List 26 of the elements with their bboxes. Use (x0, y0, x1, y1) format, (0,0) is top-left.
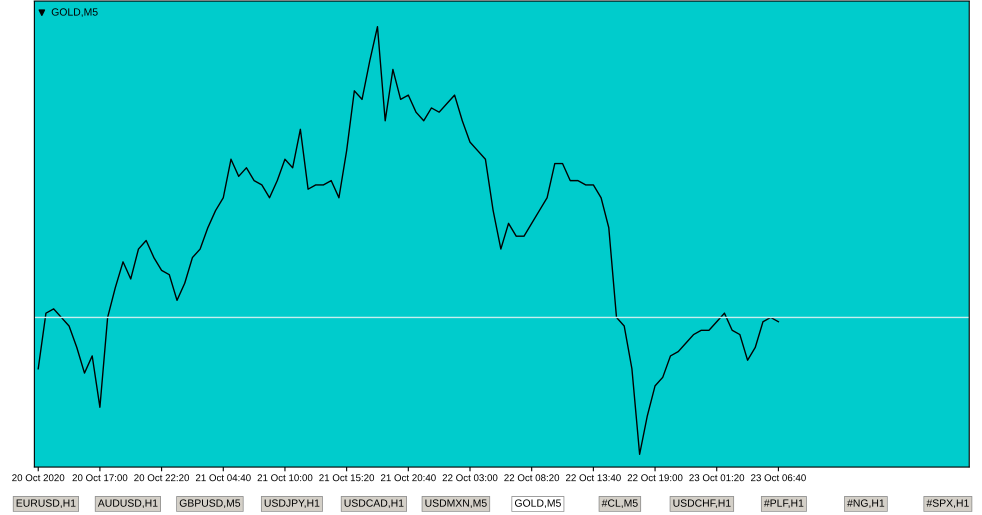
text: #CL,M5 (602, 499, 638, 508)
x-tick-label: 22 Oct 03:00 (442, 474, 498, 482)
chart-title: GOLD,M5 (52, 8, 98, 17)
text: AUDUSD,H1 (98, 499, 158, 508)
x-tick-label: 22 Oct 19:00 (628, 474, 682, 482)
x-tick-label: 22 Oct 13:40 (566, 474, 621, 482)
x-tick-label: 20 Oct 17:00 (72, 474, 128, 482)
text: #SPX,H1 (926, 499, 969, 508)
text: #NG,H1 (847, 499, 884, 508)
x-tick-label: 20 Oct 2020 (12, 474, 64, 482)
text: #PLF,H1 (764, 499, 804, 508)
text: USDCHF,H1 (673, 499, 731, 508)
x-tick-label: 23 Oct 01:20 (689, 474, 744, 482)
x-tick-label: 22 Oct 08:20 (504, 474, 560, 482)
x-tick-label: 20 Oct 22:20 (134, 474, 190, 482)
text: USDCAD,H1 (344, 499, 404, 508)
text: GBPUSD,M5 (180, 499, 240, 508)
text: USDMXN,M5 (425, 499, 487, 508)
x-tick-label: 23 Oct 06:40 (751, 474, 806, 482)
text: USDJPY,H1 (264, 499, 320, 508)
x-tick-label: 21 Oct 10:00 (258, 474, 312, 482)
text: GOLD,M5 (514, 499, 561, 508)
x-tick-label: 21 Oct 04:40 (196, 474, 251, 482)
x-tick-label: 21 Oct 20:40 (380, 474, 436, 482)
text: EURUSD,H1 (16, 499, 76, 508)
x-tick-label: 21 Oct 15:20 (319, 474, 374, 482)
